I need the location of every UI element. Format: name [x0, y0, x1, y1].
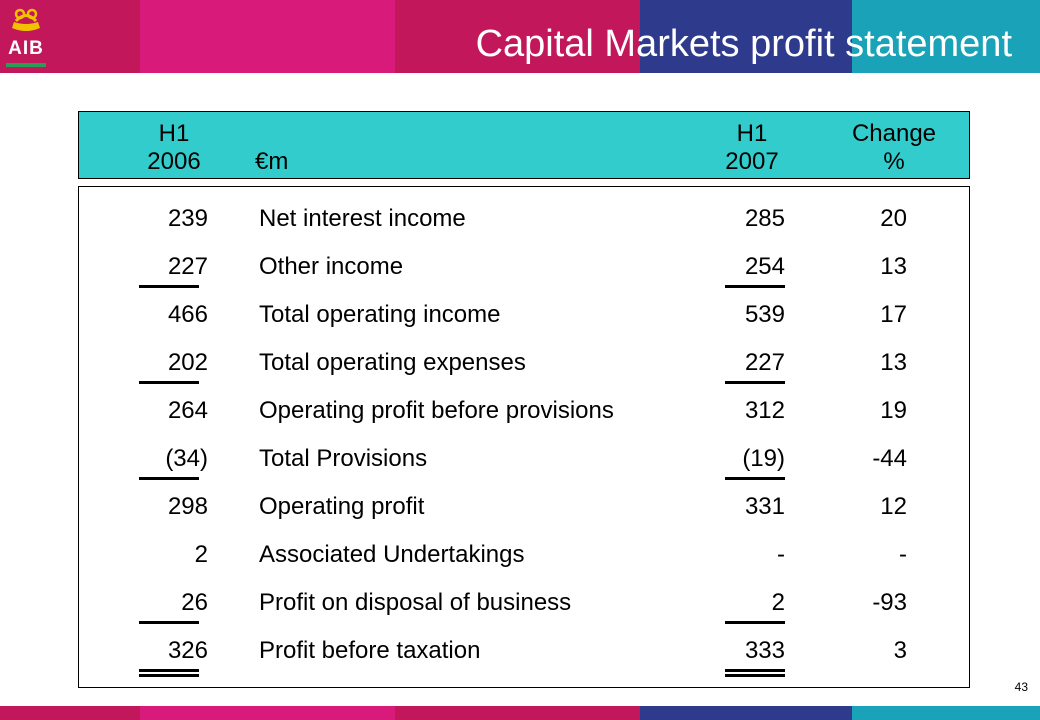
header-change-line1: Change [851, 120, 937, 147]
cell-change: 19 [880, 397, 907, 424]
footer-segment-magenta [0, 706, 140, 720]
cell-h1-2006: 466 [167, 301, 208, 328]
table-row: 2 Associated Undertakings - - [79, 533, 969, 579]
total-double-rule [725, 674, 785, 677]
subtotal-rule [139, 285, 199, 288]
subtotal-rule [725, 381, 785, 384]
subtotal-rule [725, 621, 785, 624]
cell-h1-2007: 333 [744, 637, 785, 664]
table-row: 298 Operating profit 331 12 [79, 485, 969, 531]
header-h1-2007-line1: H1 [736, 120, 768, 147]
cell-change: 20 [880, 205, 907, 232]
band-segment-teal [852, 0, 1040, 73]
header-unit-label: €m [255, 148, 289, 175]
footer-segment-navy [640, 706, 852, 720]
band-segment-magenta-2 [395, 0, 640, 73]
footer-segment-teal [852, 706, 1040, 720]
cell-h1-2007: 254 [744, 253, 785, 280]
subtotal-rule [139, 381, 199, 384]
profit-table: 239 Net interest income 285 20 227 Other inco… [78, 186, 970, 688]
cell-line-item: Net interest income [259, 205, 466, 232]
cell-h1-2006: 227 [167, 253, 208, 280]
subtotal-rule [725, 285, 785, 288]
cell-h1-2006: 26 [181, 589, 208, 616]
header-band [0, 0, 1040, 73]
table-row: 326 Profit before taxation 333 3 [79, 629, 969, 675]
cell-line-item: Profit on disposal of business [259, 589, 572, 616]
cell-line-item: Total Provisions [259, 445, 428, 472]
cell-change: 17 [880, 301, 907, 328]
cell-h1-2007: 285 [744, 205, 785, 232]
cell-h1-2006: 2 [194, 541, 208, 568]
cell-h1-2006: 326 [167, 637, 208, 664]
cell-h1-2007: (19) [742, 445, 785, 472]
aib-logo: AIB [0, 0, 52, 73]
cell-change: -93 [872, 589, 907, 616]
table-row: 227 Other income 254 13 [79, 245, 969, 291]
cell-h1-2007: 539 [744, 301, 785, 328]
ark-emblem-icon [12, 8, 40, 31]
table-row: 26 Profit on disposal of business 2 -93 [79, 581, 969, 627]
page-title: Capital Markets profit statement [475, 23, 1012, 65]
header-h1-2006: H1 2006 [121, 120, 227, 176]
cell-line-item: Other income [259, 253, 404, 280]
header-change: Change % [819, 120, 969, 176]
cell-line-item: Operating profit before provisions [259, 397, 614, 424]
cell-change: 13 [880, 253, 907, 280]
subtotal-rule [725, 477, 785, 480]
table-row: (34) Total Provisions (19) -44 [79, 437, 969, 483]
header-h1-2006-line1: H1 [158, 120, 190, 147]
cell-line-item: Profit before taxation [259, 637, 481, 664]
header-unit: €m [255, 120, 288, 176]
header-h1-2007: H1 2007 [699, 120, 805, 176]
cell-h1-2007: 227 [744, 349, 785, 376]
cell-line-item: Associated Undertakings [259, 541, 525, 568]
header-h1-2007-line2: 2007 [725, 148, 779, 175]
subtotal-rule [139, 669, 199, 672]
header-h1-2006-line2: 2006 [147, 148, 201, 175]
header-change-line2: % [883, 148, 905, 175]
footer-segment-pink [140, 706, 395, 720]
cell-h1-2007: 2 [771, 589, 785, 616]
cell-line-item: Operating profit [259, 493, 425, 520]
brand-name: AIB [8, 38, 44, 59]
table-row: 264 Operating profit before provisions 312… [79, 389, 969, 435]
cell-change: - [899, 541, 907, 568]
footer-band [0, 706, 1040, 720]
cell-h1-2006: 202 [167, 349, 208, 376]
cell-change: 13 [880, 349, 907, 376]
table-row: 239 Net interest income 285 20 [79, 197, 969, 243]
band-segment-pink [140, 0, 395, 73]
cell-line-item: Total operating expenses [259, 349, 526, 376]
brand-underline [6, 63, 46, 67]
cell-h1-2006: 239 [167, 205, 208, 232]
cell-line-item: Total operating income [259, 301, 501, 328]
cell-h1-2006: 264 [167, 397, 208, 424]
cell-change: -44 [872, 445, 907, 472]
page-number: 43 [1014, 680, 1028, 694]
footer-segment-magenta-2 [395, 706, 640, 720]
table-row: 202 Total operating expenses 227 13 [79, 341, 969, 387]
cell-h1-2006: (34) [165, 445, 208, 472]
cell-h1-2007: 331 [744, 493, 785, 520]
table-row: 466 Total operating income 539 17 [79, 293, 969, 339]
cell-h1-2007: - [777, 541, 785, 568]
subtotal-rule [139, 477, 199, 480]
cell-change: 3 [893, 637, 907, 664]
band-segment-navy [640, 0, 852, 73]
cell-change: 12 [880, 493, 907, 520]
subtotal-rule [139, 621, 199, 624]
cell-h1-2006: 298 [167, 493, 208, 520]
table-header: H1 2006 €m H1 2007 Change % [78, 111, 970, 179]
cell-h1-2007: 312 [744, 397, 785, 424]
total-double-rule [139, 674, 199, 677]
subtotal-rule [725, 669, 785, 672]
